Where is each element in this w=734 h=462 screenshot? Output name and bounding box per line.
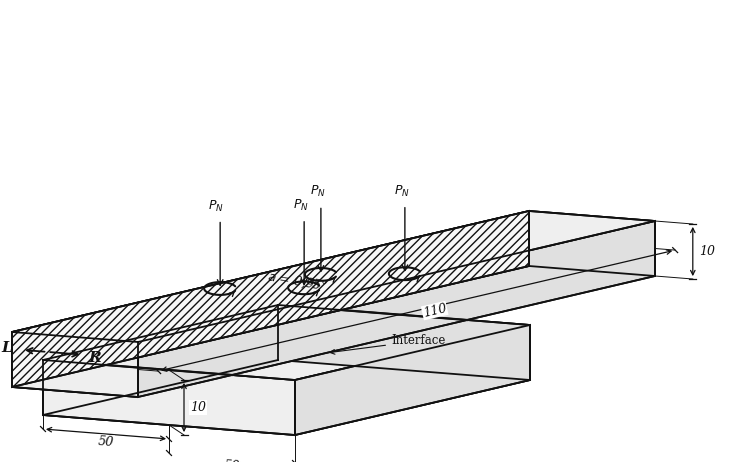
- Polygon shape: [43, 360, 295, 435]
- Polygon shape: [295, 325, 530, 435]
- Text: $P_N$: $P_N$: [310, 184, 326, 200]
- Polygon shape: [12, 332, 138, 397]
- Text: R: R: [89, 351, 101, 365]
- Polygon shape: [529, 211, 655, 276]
- Text: $P_N$: $P_N$: [293, 198, 309, 213]
- Polygon shape: [43, 305, 278, 415]
- Polygon shape: [106, 310, 467, 375]
- Polygon shape: [12, 211, 529, 387]
- Polygon shape: [12, 332, 138, 397]
- Polygon shape: [12, 211, 529, 387]
- Text: L: L: [1, 341, 12, 355]
- Polygon shape: [12, 211, 655, 342]
- Polygon shape: [138, 221, 655, 397]
- Text: $P_N$: $P_N$: [208, 199, 224, 213]
- Text: 10: 10: [699, 245, 715, 258]
- Text: $a$ = 0,95°: $a$ = 0,95°: [266, 269, 329, 295]
- Polygon shape: [43, 305, 530, 380]
- Text: 50: 50: [224, 459, 241, 462]
- Polygon shape: [43, 360, 530, 435]
- Text: Interface: Interface: [330, 334, 446, 354]
- Text: 110: 110: [421, 302, 448, 320]
- Polygon shape: [278, 305, 530, 380]
- Text: $P_N$: $P_N$: [394, 184, 410, 199]
- Text: 10: 10: [190, 401, 206, 414]
- Text: 50: 50: [98, 435, 115, 449]
